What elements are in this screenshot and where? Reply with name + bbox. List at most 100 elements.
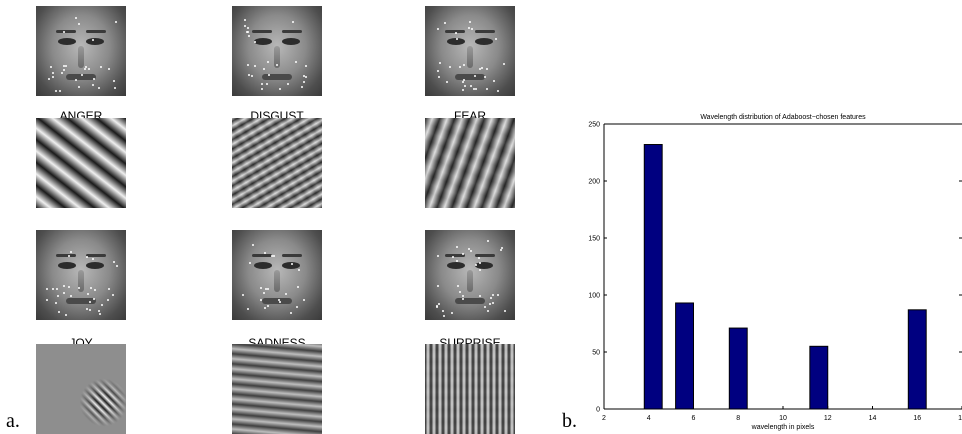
feature-point [92, 298, 95, 300]
feature-point [113, 261, 116, 264]
feature-point [70, 250, 73, 253]
feature-point [69, 295, 72, 297]
feature-point [54, 302, 57, 304]
feature-point [92, 39, 94, 42]
x-tick-label: 2 [602, 415, 606, 422]
y-tick-label: 50 [592, 350, 600, 357]
feature-point [65, 313, 68, 316]
feature-point [477, 257, 480, 259]
feature-point [266, 287, 269, 290]
feature-point [501, 247, 504, 250]
anger-face-image [36, 6, 126, 96]
feature-point [470, 84, 473, 87]
feature-point [63, 292, 66, 295]
feature-point [461, 89, 464, 92]
feature-point [246, 30, 249, 33]
anger-gabor-feature-image [36, 118, 126, 208]
feature-point [275, 64, 278, 67]
feature-point [112, 294, 115, 296]
fear-gabor-feature-image [425, 118, 515, 208]
feature-point [49, 66, 52, 69]
feature-point [467, 27, 470, 30]
feature-point [436, 285, 439, 288]
feature-point [67, 254, 70, 257]
feature-point [92, 257, 95, 260]
feature-point [443, 314, 445, 317]
feature-point [437, 254, 440, 257]
feature-point [64, 65, 67, 67]
feature-point [468, 20, 471, 23]
feature-point [473, 74, 476, 77]
feature-point [246, 307, 249, 310]
feature-point [267, 305, 269, 308]
feature-point [253, 65, 256, 68]
feature-point [503, 63, 506, 66]
feature-point [115, 265, 118, 268]
feature-point [494, 37, 497, 40]
feature-point [88, 68, 91, 71]
feature-point [98, 86, 101, 89]
fear-face-image [425, 6, 515, 96]
feature-point [265, 83, 268, 86]
feature-point [451, 255, 454, 258]
disgust-gabor-feature-image [232, 118, 322, 208]
feature-point [461, 298, 464, 301]
feature-point [485, 87, 488, 90]
feature-point [47, 77, 50, 80]
x-tick-label: 1 [958, 415, 962, 422]
feature-point [260, 87, 263, 90]
bar [643, 144, 663, 410]
feature-point [62, 31, 65, 33]
feature-point [479, 67, 481, 70]
feature-point [493, 80, 496, 83]
feature-point [444, 22, 447, 25]
y-tick-label: 0 [596, 407, 600, 414]
x-tick-label: 4 [647, 415, 651, 422]
feature-point [286, 82, 289, 85]
feature-point [295, 306, 298, 308]
feature-point [112, 80, 115, 83]
feature-point [303, 74, 306, 77]
feature-point [51, 76, 54, 79]
feature-point [479, 295, 482, 298]
chart-title: Wavelength distribution of Adaboost−chos… [700, 114, 866, 121]
feature-point [85, 255, 88, 258]
feature-point [57, 294, 60, 297]
feature-point [74, 17, 77, 20]
feature-point [490, 296, 493, 299]
feature-point [93, 77, 95, 80]
feature-point [267, 61, 270, 64]
feature-point [487, 240, 490, 243]
feature-point [279, 301, 281, 303]
feature-point [487, 310, 490, 313]
feature-point [499, 249, 502, 252]
feature-point [475, 263, 478, 266]
feature-point [449, 66, 451, 69]
feature-point [260, 286, 262, 289]
feature-point [249, 261, 252, 264]
y-tick-label: 200 [588, 179, 600, 186]
feature-point [87, 293, 89, 296]
feature-point [101, 303, 104, 306]
feature-point [263, 252, 266, 255]
feature-point [67, 285, 70, 288]
feature-point [271, 254, 274, 257]
feature-point [100, 65, 103, 68]
feature-point [437, 76, 440, 79]
feature-point [486, 68, 489, 70]
feature-point [85, 307, 88, 310]
feature-point [244, 25, 247, 28]
y-tick-label: 250 [588, 122, 600, 129]
feature-point [455, 260, 458, 263]
feature-point [78, 286, 81, 289]
sadness-face-image [232, 230, 322, 320]
feature-point [301, 85, 303, 88]
feature-point [479, 261, 482, 264]
feature-point [279, 88, 281, 91]
bar [809, 345, 829, 410]
feature-point [436, 306, 438, 309]
feature-point [273, 254, 275, 257]
x-tick-label: 8 [736, 415, 740, 422]
feature-point [302, 80, 305, 83]
panel-a-label: a. [6, 410, 20, 432]
